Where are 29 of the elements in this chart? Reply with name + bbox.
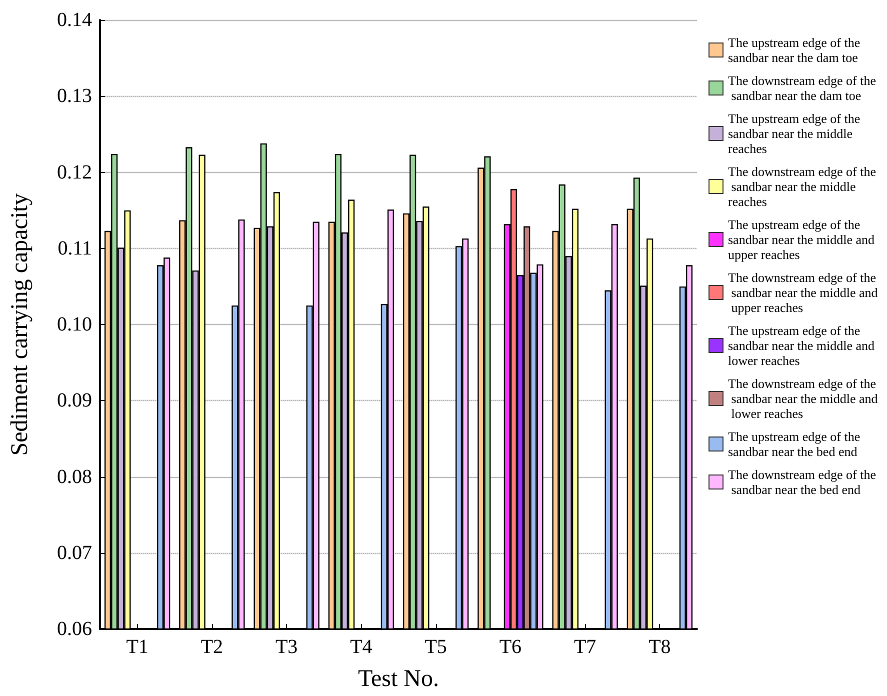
y-tick-label: 0.08 xyxy=(57,466,92,488)
y-tick-label: 0.12 xyxy=(57,161,92,184)
legend-label: The downstream edge of the sandbar near the dam toe xyxy=(728,73,876,103)
x-tick-label: T1 xyxy=(126,636,148,658)
x-tick-label: T2 xyxy=(200,636,224,658)
legend-label: The downstream edge of the sandbar near the middle and lower reaches xyxy=(728,376,878,421)
y-tick-label: 0.10 xyxy=(57,314,92,336)
legend-label: The upstream edge of the sandbar near the middle and upper reaches xyxy=(728,217,878,262)
y-tick-label: 0.13 xyxy=(57,85,92,108)
legend-label: The upstream edge of the sandbar near the dam toe xyxy=(728,35,864,65)
legend-label: The upstream edge of the sandbar near the middle and lower reaches xyxy=(728,323,878,368)
x-tick-label: T5 xyxy=(424,636,447,658)
x-tick-label: T4 xyxy=(350,636,372,658)
y-tick-label: 0.06 xyxy=(57,618,92,640)
y-axis-title: Sediment carrying capacity xyxy=(7,193,33,456)
legend-label: The upstream edge of the sandbar near the middle reaches xyxy=(728,111,864,156)
y-tick-label: 0.14 xyxy=(57,9,92,31)
legend-label: The downstream edge of the sandbar near the middle reaches xyxy=(728,164,876,209)
y-tick-label: 0.09 xyxy=(57,390,92,412)
x-tick-label: T8 xyxy=(648,636,671,658)
legend-label: The downstream edge of the sandbar near the bed end xyxy=(728,467,876,497)
x-axis-title: Test No. xyxy=(358,666,439,692)
x-tick-label: T7 xyxy=(574,636,596,658)
x-tick-label: T3 xyxy=(275,636,298,658)
x-tick-label: T6 xyxy=(499,636,522,658)
y-tick-label: 0.11 xyxy=(58,237,92,260)
legend-label: The downstream edge of the sandbar near the middle and upper reaches xyxy=(728,270,878,315)
legend-label: The upstream edge of the sandbar near the bed end xyxy=(728,429,864,459)
y-tick-label: 0.07 xyxy=(57,542,92,564)
